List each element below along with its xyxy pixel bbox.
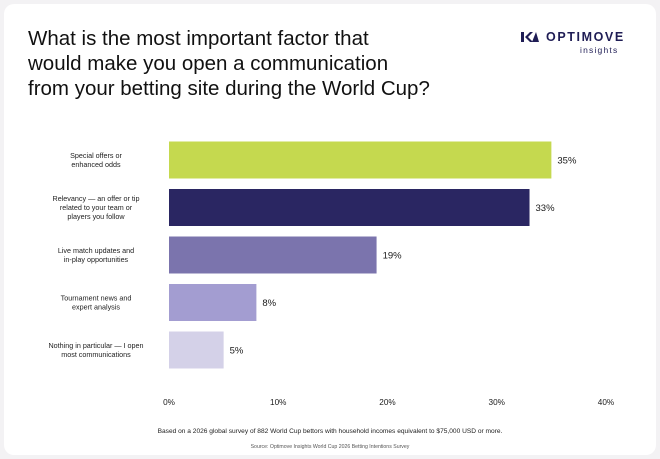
value-label-2: 19% — [383, 251, 403, 262]
bar-2 — [169, 236, 377, 274]
bar-3 — [169, 284, 257, 321]
brand-subtitle: insights — [580, 45, 619, 55]
bar-4 — [169, 331, 224, 369]
chart-card — [4, 4, 656, 455]
chart-title-line-2: would make you open a communication — [28, 52, 389, 75]
chart-title-line-3: from your betting site during the World … — [28, 77, 430, 100]
bars-layer — [169, 141, 552, 369]
value-labels: 35% 33% 19% 8% 5% — [230, 156, 577, 357]
category-label-1: Relevancy — an offer or tip related to yo… — [53, 194, 140, 221]
source-footnote: Source: Optimove Insights World Cup 2026… — [250, 444, 410, 450]
category-label-3: Tournament news and expert analysis — [61, 294, 132, 312]
x-tick-label-4: 40% — [598, 398, 614, 407]
value-label-1: 33% — [536, 203, 556, 214]
x-axis-ticks: 0% 10% 20% 30% 40% — [163, 398, 614, 407]
x-tick-label-1: 10% — [270, 398, 286, 407]
category-label-2: Live match updates and in-play opportunit… — [58, 246, 134, 264]
value-label-4: 5% — [230, 346, 244, 357]
x-tick-label-0: 0% — [163, 398, 175, 407]
brand-logo: OPTIMOVE insights — [520, 30, 630, 55]
brand-name: OPTIMOVE — [546, 30, 625, 44]
value-label-3: 8% — [262, 298, 276, 309]
survey-footnote: Based on a 2026 global survey of 882 Wor… — [157, 428, 503, 435]
x-tick-label-3: 30% — [489, 398, 505, 407]
category-label-4: Nothing in particular — I open most commu… — [48, 341, 143, 359]
bar-1 — [169, 189, 530, 226]
bar-0 — [169, 141, 552, 179]
x-tick-label-2: 20% — [379, 398, 395, 407]
value-label-0: 35% — [557, 156, 577, 167]
category-labels: Special offers or enhanced odds Relevancy … — [48, 151, 143, 359]
optimove-logo-icon — [521, 32, 539, 42]
chart-title-line-1: What is the most important factor that — [28, 27, 369, 50]
chart-title: What is the most important factor that w… — [28, 26, 498, 101]
category-label-0: Special offers or enhanced odds — [70, 151, 122, 169]
